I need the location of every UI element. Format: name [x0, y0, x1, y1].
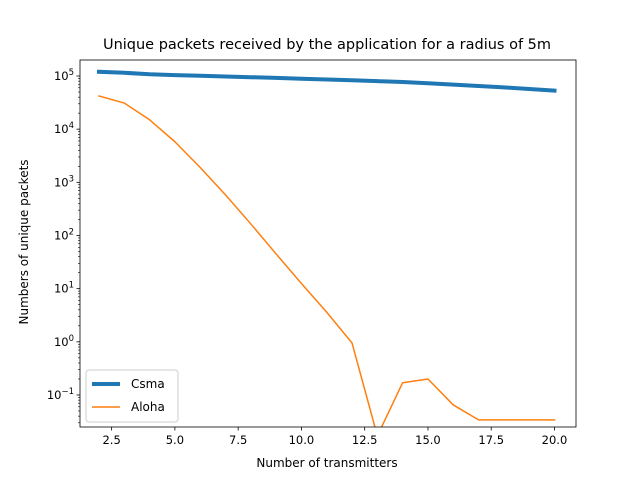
legend-label-aloha: Aloha [131, 400, 165, 414]
y-tick-label: 101 [54, 281, 74, 296]
x-tick-label: 17.5 [478, 433, 504, 447]
x-tick-label: 7.5 [229, 433, 247, 447]
plot-area [96, 69, 557, 427]
x-tick-label: 15.0 [415, 433, 441, 447]
series-line-csma [96, 69, 557, 93]
series-line-aloha [98, 95, 556, 427]
y-tick-label: 100 [54, 334, 74, 349]
y-tick-label: 104 [54, 121, 74, 136]
x-tick-label: 2.5 [102, 433, 120, 447]
x-tick-label: 20.0 [542, 433, 568, 447]
y-axis-label: Numbers of unique packets [17, 159, 31, 324]
axes: 2.5 5.0 7.5 10.0 12.5 15.0 17.5 20.0 10−1 100 101 1… [47, 59, 577, 447]
legend: Csma Aloha [85, 369, 179, 423]
y-tick-label: 105 [54, 68, 74, 83]
x-tick-label: 5.0 [166, 433, 184, 447]
chart-title: Unique packets received by the applicati… [103, 37, 551, 53]
legend-label-csma: Csma [131, 377, 165, 391]
y-tick-label: 10−1 [47, 387, 74, 402]
y-tick-label: 102 [54, 227, 74, 242]
x-axis-label: Number of transmitters [256, 456, 397, 470]
y-tick-label: 103 [54, 174, 74, 189]
x-tick-label: 12.5 [352, 433, 378, 447]
x-tick-label: 10.0 [289, 433, 315, 447]
